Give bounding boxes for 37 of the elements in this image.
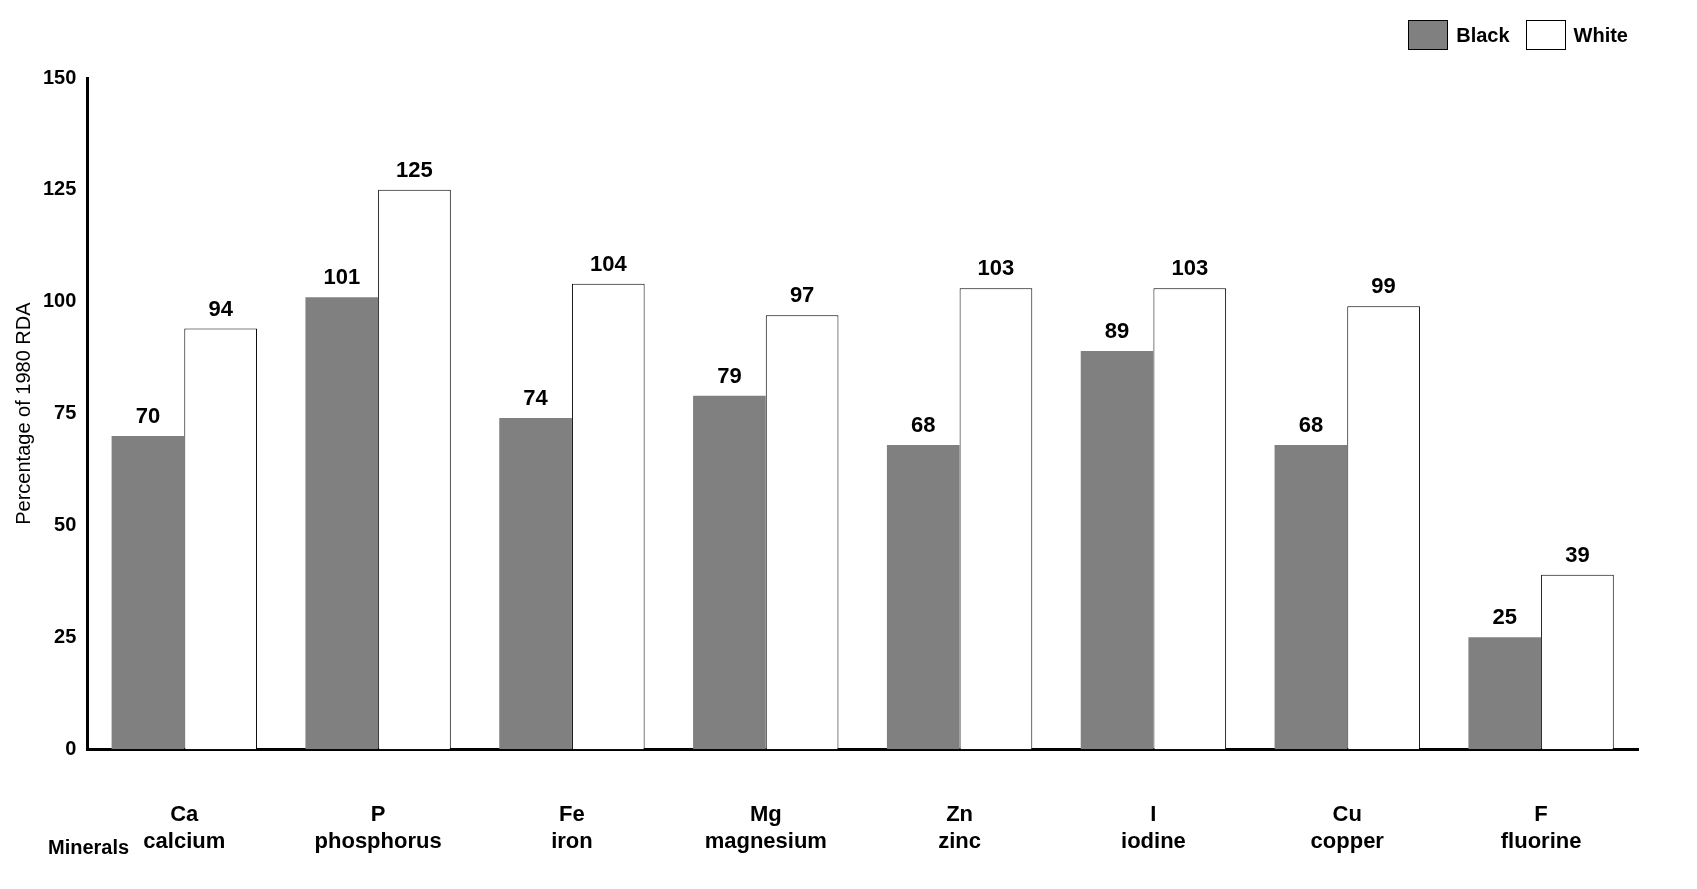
data-label: 68 [911, 411, 936, 437]
legend-label: Black [1456, 23, 1510, 47]
data-label: 104 [589, 250, 628, 276]
y-tick-label: 0 [65, 736, 77, 759]
data-label: 99 [1371, 273, 1396, 299]
x-tick-label: I iodine [1121, 801, 1186, 853]
y-tick-label: 25 [54, 624, 77, 647]
y-axis-title: Percentage of 1980 RDA [11, 301, 34, 525]
y-tick-label: 125 [42, 177, 77, 200]
data-label: 125 [396, 156, 433, 182]
x-tick-label: Fe iron [551, 801, 593, 853]
x-tick-label: Mg magnesium [704, 801, 827, 853]
legend-label: White [1573, 23, 1628, 47]
bar [1468, 637, 1542, 750]
data-label: 39 [1565, 541, 1590, 567]
x-tick-label: F fluorine [1500, 801, 1582, 853]
data-label: 103 [977, 255, 1015, 281]
data-label: 89 [1104, 318, 1130, 344]
y-tick-label: 75 [54, 401, 77, 424]
data-label: 101 [323, 264, 361, 290]
y-tick-label: 50 [54, 512, 77, 535]
y-tick-label: 100 [42, 289, 77, 312]
x-axis-title: Minerals [48, 835, 130, 858]
bar [111, 435, 185, 750]
data-label: 94 [208, 295, 234, 321]
data-label: 25 [1492, 604, 1517, 630]
x-tick-label: Ca calcium [143, 801, 226, 853]
data-label: 103 [1171, 255, 1209, 281]
x-tick-label: P phosphorus [314, 801, 442, 853]
x-tick-label: Zn zinc [938, 801, 981, 853]
data-label: 79 [717, 362, 742, 388]
data-label: 74 [523, 385, 549, 411]
data-label: 97 [789, 282, 815, 308]
data-label: 68 [1298, 411, 1324, 437]
data-label: 70 [135, 403, 161, 429]
x-tick-label: Cu copper [1310, 801, 1385, 853]
y-tick-label: 150 [42, 65, 77, 88]
